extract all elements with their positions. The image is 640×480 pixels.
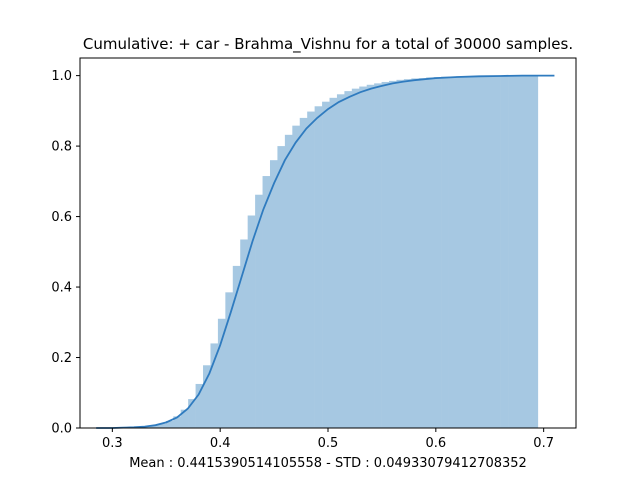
- histogram-bar: [522, 75, 531, 429]
- x-tick-label: 0.4: [210, 436, 231, 451]
- histogram-bar: [240, 239, 248, 428]
- histogram-bar: [418, 78, 427, 428]
- histogram-bar: [307, 111, 315, 428]
- histogram-bar: [329, 97, 338, 428]
- histogram-bar: [463, 76, 472, 428]
- histogram-bar: [165, 420, 174, 428]
- x-tick-label: 0.6: [425, 436, 446, 451]
- histogram-bar: [203, 365, 211, 428]
- y-tick-label: 1.0: [51, 69, 72, 84]
- histogram-bar: [344, 91, 353, 429]
- histogram-bar: [336, 94, 345, 429]
- histogram-bar: [478, 75, 487, 428]
- y-tick-label: 0.0: [51, 422, 72, 437]
- histogram-bar: [411, 78, 420, 428]
- histogram-bar: [225, 292, 234, 428]
- x-tick-label: 0.7: [533, 436, 554, 451]
- histogram-bar: [359, 86, 368, 428]
- histogram-bar: [143, 426, 152, 428]
- y-tick-label: 0.6: [51, 210, 72, 225]
- histogram-bar: [277, 146, 286, 428]
- histogram-bar: [180, 409, 189, 428]
- histogram-bar: [366, 84, 375, 428]
- histogram-bar: [426, 77, 434, 428]
- y-axis: 0.0 0.2 0.4 0.6 0.8 1.0: [51, 69, 80, 437]
- y-tick-label: 0.8: [51, 140, 72, 155]
- x-axis: 0.3 0.4 0.5 0.6 0.7: [102, 428, 554, 451]
- histogram: [128, 75, 539, 429]
- histogram-bar: [485, 75, 494, 428]
- histogram-bar: [448, 76, 457, 429]
- histogram-bar: [322, 101, 330, 428]
- histogram-bar: [217, 318, 226, 428]
- histogram-bar: [500, 75, 509, 429]
- histogram-bar: [188, 399, 196, 428]
- histogram-bar: [284, 134, 293, 428]
- histogram-bar: [493, 75, 501, 428]
- histogram-bar: [210, 343, 219, 428]
- histogram-bar: [374, 83, 382, 429]
- histogram-bar: [403, 79, 412, 428]
- cumulative-curve-group: [96, 74, 555, 429]
- histogram-bar: [351, 88, 360, 428]
- x-tick-label: 0.3: [102, 436, 123, 451]
- y-tick-label: 0.2: [51, 351, 72, 366]
- histogram-bar: [292, 125, 301, 428]
- histogram-bar: [232, 265, 241, 428]
- histogram-bar: [150, 425, 159, 428]
- histogram-bar: [195, 383, 204, 428]
- histogram-bar: [433, 77, 442, 428]
- chart-title: Cumulative: + car - Brahma_Vishnu for a …: [83, 35, 573, 54]
- histogram-bar: [389, 80, 397, 429]
- histogram-bar: [508, 75, 516, 429]
- histogram-bar: [255, 194, 263, 428]
- histogram-bar: [381, 81, 390, 429]
- x-tick-label: 0.5: [318, 436, 339, 451]
- histogram-bar: [299, 117, 308, 429]
- histogram-bar: [455, 76, 464, 428]
- histogram-bar: [470, 75, 479, 428]
- histogram-bar: [314, 106, 323, 428]
- histogram-bar: [269, 160, 278, 428]
- y-tick-label: 0.4: [51, 281, 72, 296]
- histogram-bar: [262, 176, 271, 428]
- histogram-bar: [173, 416, 182, 428]
- histogram-bar: [158, 423, 167, 428]
- histogram-bar: [247, 215, 256, 428]
- histogram-bar: [396, 79, 405, 428]
- histogram-bar: [530, 75, 539, 429]
- x-axis-label: Mean : 0.4415390514105558 - STD : 0.0493…: [129, 456, 527, 471]
- histogram-bar: [441, 76, 449, 429]
- cumulative-curve: [96, 74, 555, 429]
- histogram-bar: [515, 75, 524, 429]
